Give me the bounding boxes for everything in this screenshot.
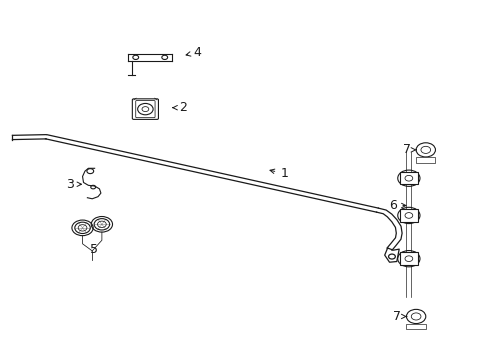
Bar (399, 172, 417, 184)
FancyBboxPatch shape (136, 100, 155, 118)
Text: 4: 4 (186, 46, 201, 59)
Text: 1: 1 (269, 167, 287, 180)
Bar (415, 157, 435, 163)
Bar (406, 324, 425, 329)
Text: 7: 7 (402, 143, 416, 156)
Text: 7: 7 (392, 310, 406, 323)
Text: 6: 6 (388, 199, 405, 212)
FancyBboxPatch shape (132, 99, 158, 120)
Bar (399, 252, 417, 265)
Text: 2: 2 (173, 101, 186, 114)
Bar (399, 209, 417, 222)
Text: 3: 3 (66, 178, 81, 191)
Text: 5: 5 (89, 243, 98, 256)
